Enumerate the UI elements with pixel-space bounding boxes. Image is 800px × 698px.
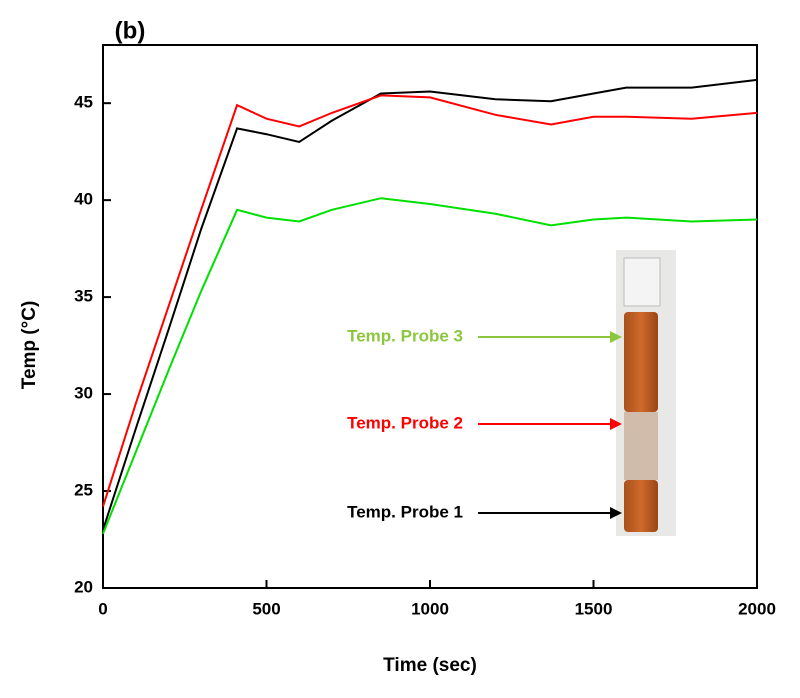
y-axis-title: Temp (°C) [19,301,40,390]
series-line [102,197,758,535]
y-tick-label: 40 [74,190,93,209]
legend-label: Temp. Probe 3 [347,326,463,345]
y-tick-label: 25 [74,481,93,500]
series-line [102,78,758,531]
y-tick-label: 45 [74,93,93,112]
x-tick-label: 0 [98,599,107,618]
legend-arrowhead [610,507,622,519]
y-tick-label: 20 [74,577,93,596]
y-tick-label: 30 [74,384,93,403]
x-axis-title: Time (sec) [383,655,477,676]
series-line [102,94,758,507]
legend-label: Temp. Probe 1 [347,502,463,521]
x-tick-label: 1500 [575,599,613,618]
y-tick-label: 35 [74,287,93,306]
legend-arrowhead [610,418,622,430]
x-tick-label: 1000 [411,599,449,618]
x-tick-label: 500 [252,599,280,618]
panel-label: (b) [115,17,146,44]
legend-label: Temp. Probe 2 [347,413,463,432]
legend-arrowhead [610,331,622,343]
x-tick-label: 2000 [738,599,776,618]
tube-photo [616,250,676,536]
